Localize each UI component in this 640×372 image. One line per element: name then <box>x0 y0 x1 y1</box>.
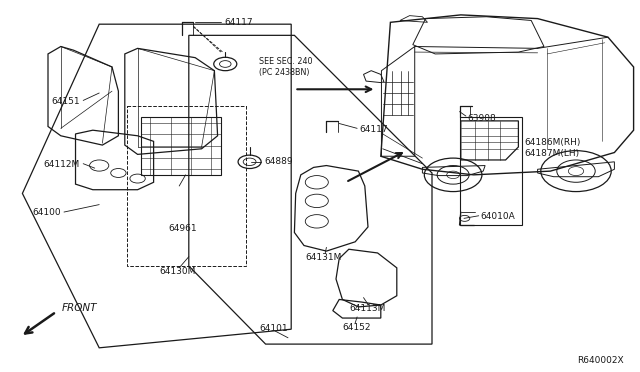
Text: 64117: 64117 <box>224 18 253 27</box>
Text: 64112M: 64112M <box>44 160 80 169</box>
Text: 64187M(LH): 64187M(LH) <box>525 149 580 158</box>
Text: 63908: 63908 <box>467 114 496 123</box>
Text: 64131M: 64131M <box>305 253 341 262</box>
Text: 64100: 64100 <box>32 208 61 217</box>
Text: 64152: 64152 <box>342 323 371 332</box>
Text: (PC 2438BN): (PC 2438BN) <box>259 68 310 77</box>
Text: 64186M(RH): 64186M(RH) <box>525 138 581 147</box>
Text: 64151: 64151 <box>51 97 80 106</box>
Text: 64130M: 64130M <box>160 267 196 276</box>
Text: FRONT: FRONT <box>62 303 97 313</box>
Text: 64010A: 64010A <box>480 212 515 221</box>
Text: 64101: 64101 <box>260 324 288 333</box>
Text: 64117: 64117 <box>360 125 388 134</box>
Text: 64961: 64961 <box>168 224 196 233</box>
Text: SEE SEC. 240: SEE SEC. 240 <box>259 57 313 66</box>
Text: R640002X: R640002X <box>577 356 624 365</box>
Text: 64113M: 64113M <box>349 304 385 312</box>
Text: 64889: 64889 <box>264 157 293 166</box>
